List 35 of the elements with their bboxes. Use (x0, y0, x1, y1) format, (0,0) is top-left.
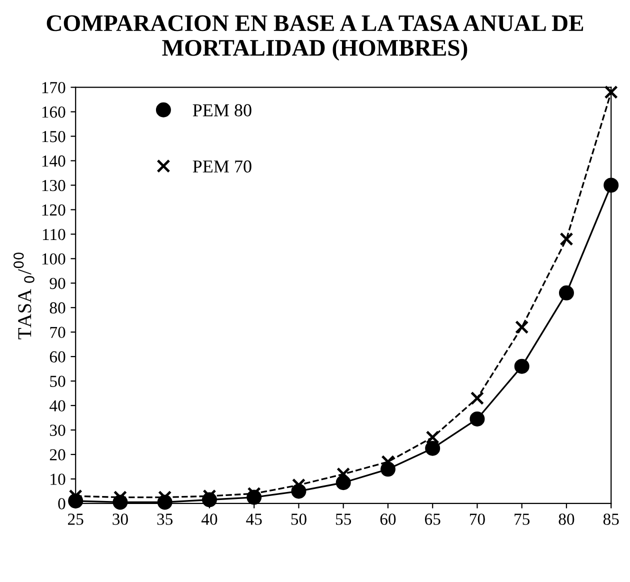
legend-label: PEM 80 (192, 104, 252, 116)
y-tick-label: 10 (50, 474, 66, 485)
y-tick-label: 100 (42, 253, 66, 265)
y-tick-label: 30 (50, 424, 66, 436)
chart-title: COMPARACION EN BASE A LA TASA ANUAL DE MORTALIDAD (HOMBRES) (46, 15, 584, 61)
x-tick-label: 30 (112, 514, 128, 525)
y-tick-label: 160 (42, 106, 66, 118)
x-tick-label: 80 (558, 514, 574, 525)
x-tick-label: 25 (68, 514, 84, 525)
legend-label: PEM 70 (192, 160, 252, 173)
x-tick-label: 70 (470, 514, 485, 525)
x-tick-label: 75 (514, 514, 530, 525)
y-tick-label: 80 (50, 302, 66, 314)
y-tick-label: 60 (50, 351, 66, 363)
y-tick-label: 120 (42, 204, 66, 216)
y-tick-label: 90 (50, 278, 66, 290)
y-tick-label: 110 (42, 228, 66, 240)
x-tick-label: 40 (201, 514, 218, 525)
y-tick-label: 130 (42, 180, 66, 192)
y-tick-label: 70 (50, 326, 66, 338)
x-tick-label: 50 (291, 514, 306, 525)
y-tick-label: 140 (42, 155, 66, 167)
y-tick-label: 40 (50, 400, 66, 412)
y-tick-label: 0 (58, 498, 66, 510)
x-tick-label: 55 (336, 514, 352, 525)
y-tick-label: 150 (42, 130, 66, 142)
y-axis-title: TASA $_{0}$/$^{00}$ (13, 252, 34, 340)
x-tick-label: 85 (603, 514, 619, 525)
x-tick-label: 65 (424, 514, 440, 525)
x-tick-label: 60 (380, 514, 396, 525)
x-tick-label: 45 (246, 514, 262, 525)
y-tick-label: 170 (42, 82, 66, 94)
y-tick-label: 50 (50, 376, 66, 387)
x-tick-label: 35 (157, 514, 173, 525)
y-tick-label: 20 (50, 449, 66, 460)
